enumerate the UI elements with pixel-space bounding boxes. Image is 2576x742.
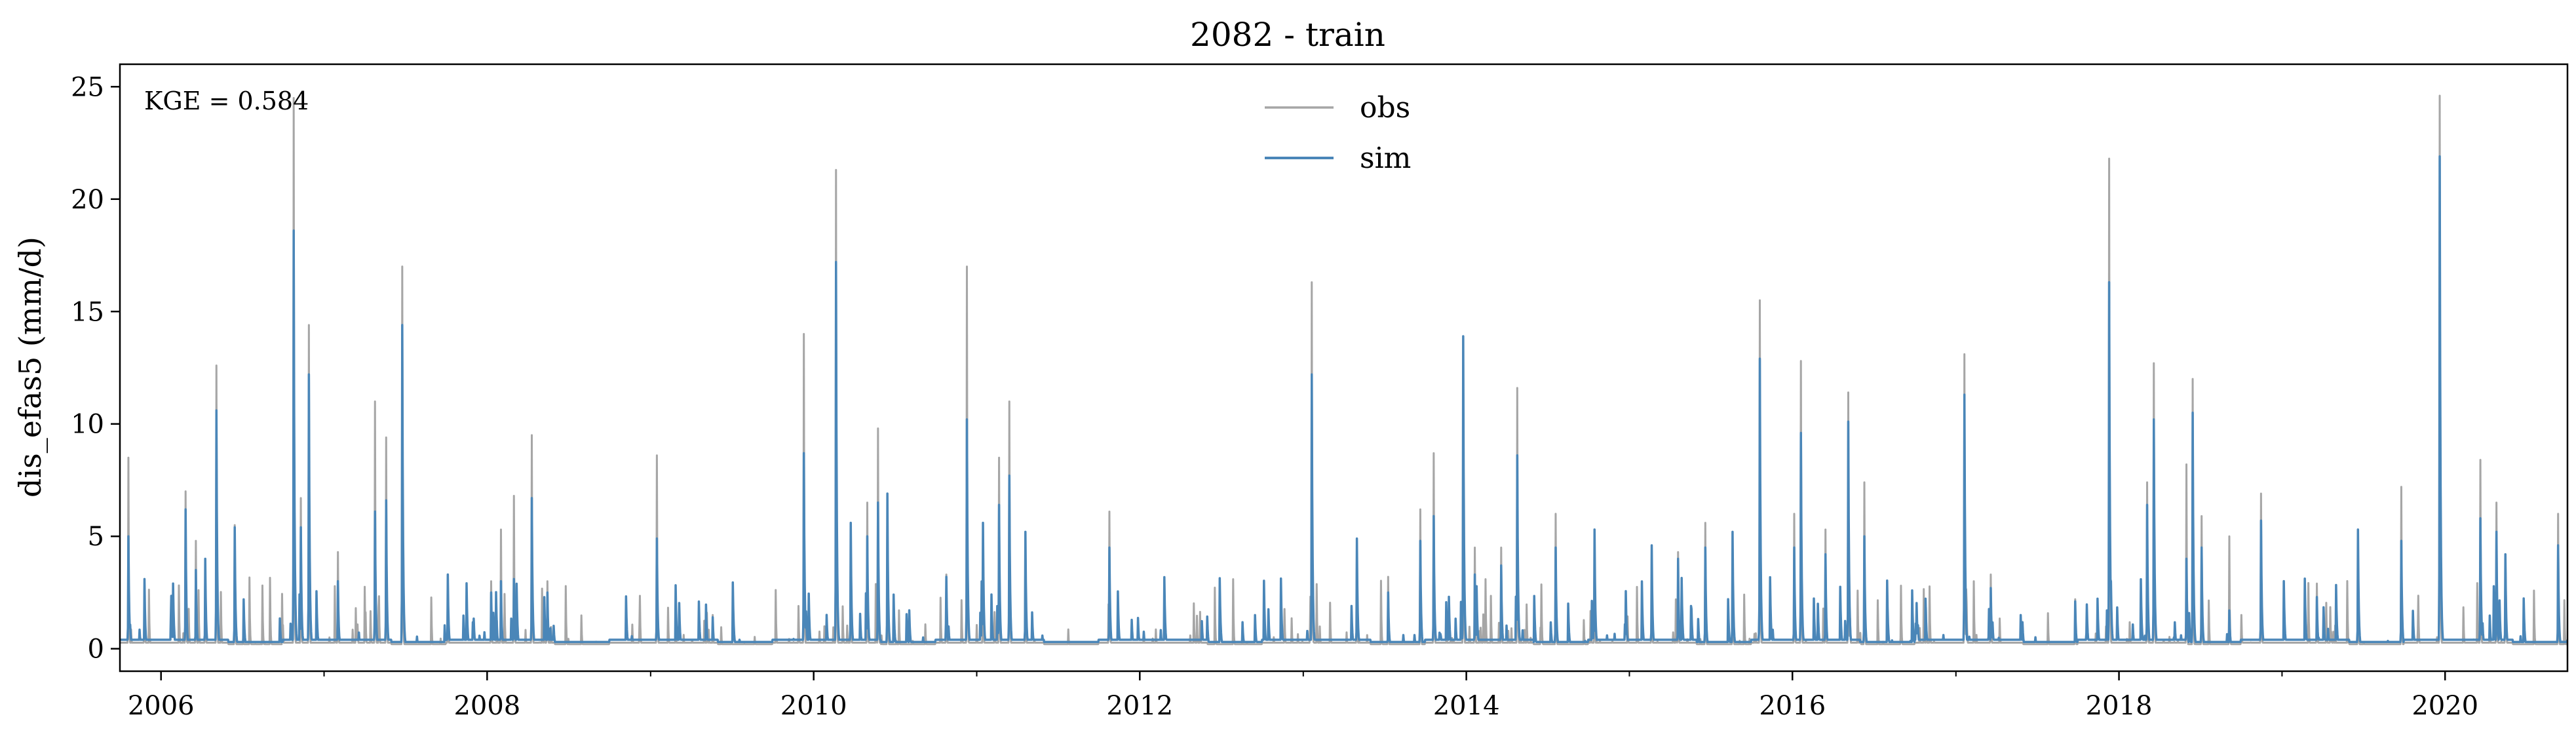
x-tick-label: 2018 [2086,691,2153,721]
y-tick-label: 25 [71,72,104,102]
series-obs [120,94,2567,646]
x-axis: 2006 2008 2010 2012 2014 2016 2018 2020 [128,671,2478,721]
legend: obs sim [1265,91,1411,175]
legend-label-sim: sim [1360,142,1411,175]
series-obs-line [120,94,2567,646]
y-axis-label: dis_efas5 (mm/d) [12,237,48,498]
x-tick-label: 2012 [1106,691,1173,721]
kge-annotation: KGE = 0.584 [144,87,309,115]
y-tick-label: 20 [71,185,104,215]
plot-area [120,94,2567,646]
y-tick-label: 10 [71,410,104,440]
series-sim-line [120,155,2567,644]
plot-frame [119,63,2569,673]
x-tick-label: 2016 [1759,691,1826,721]
y-tick-label: 5 [88,522,104,552]
chart-title: 2082 - train [1190,16,1385,54]
x-tick-label: 2008 [453,691,520,721]
x-tick-label: 2010 [780,691,847,721]
series-sim [120,155,2567,644]
x-tick-label: 2014 [1433,691,1500,721]
y-axis: 0 5 10 15 20 25 [71,72,120,665]
x-tick-label: 2020 [2412,691,2478,721]
y-tick-label: 0 [88,635,104,665]
y-tick-label: 15 [71,297,104,327]
legend-label-obs: obs [1360,91,1410,125]
x-tick-label: 2006 [128,691,195,721]
